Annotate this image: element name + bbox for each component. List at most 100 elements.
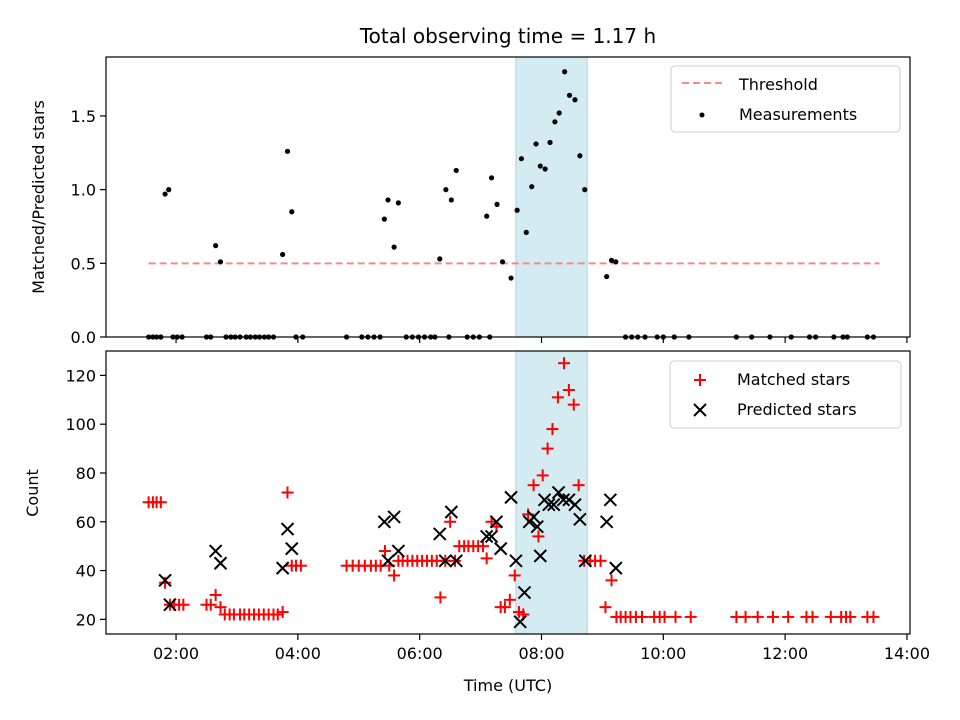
matched-star-point xyxy=(498,601,511,614)
top-legend-box xyxy=(670,65,901,133)
measurement-point xyxy=(213,243,219,249)
bottom-y-ticks: 20 40 60 80 100 120 xyxy=(65,366,106,629)
predicted-star-point xyxy=(493,541,508,556)
matched-star-point xyxy=(532,530,545,543)
predicted-star-point xyxy=(275,561,290,575)
x-tick-label: 02:00 xyxy=(153,644,199,663)
matched-star-point xyxy=(806,610,819,623)
predicted-star-point xyxy=(556,493,571,507)
top-legend: Threshold Measurements xyxy=(670,65,901,133)
predicted-star-point xyxy=(213,556,228,570)
measurements-legend-label: Measurements xyxy=(739,105,857,124)
predicted-star-point xyxy=(568,497,582,512)
matched-star-point xyxy=(294,559,307,572)
top-axes-frame xyxy=(105,56,911,338)
y-tick-label: 0.0 xyxy=(71,328,96,347)
predicted-star-point xyxy=(546,497,561,512)
matched-star-point xyxy=(480,552,493,565)
matched-star-point xyxy=(434,591,447,604)
predicted-star-point xyxy=(444,505,459,519)
predicted-star-point xyxy=(285,541,299,556)
top-panel: 0.0 0.5 1.0 1.5 Matched/Predicted stars Thr… xyxy=(29,56,911,347)
measurement-point xyxy=(552,119,558,125)
matched-star-point xyxy=(508,569,521,582)
measurement-point xyxy=(508,275,514,281)
measurement-point xyxy=(284,148,291,154)
measurement-point xyxy=(443,187,449,193)
bottom-panel: 20 40 60 80 100 120 02:00 04:00 06:00 08:00 10:00… xyxy=(23,350,930,695)
predicted-star-point xyxy=(509,554,523,568)
y-tick-label: 1.0 xyxy=(71,181,96,200)
x-tick-label: 08:00 xyxy=(518,644,564,663)
y-tick-label: 40 xyxy=(76,562,96,581)
x-tick-label: 12:00 xyxy=(762,644,808,663)
predicted-star-point xyxy=(526,510,541,524)
matched-star-point xyxy=(378,545,391,558)
predicted-star-point xyxy=(387,510,401,524)
x-tick-label: 14:00 xyxy=(884,644,930,663)
predicted-star-point xyxy=(513,615,527,629)
predicted-star-point xyxy=(551,485,566,500)
matched-star-point xyxy=(594,554,607,567)
matched-star-point xyxy=(782,610,795,623)
measurement-point xyxy=(381,216,387,222)
predicted-legend-swatch xyxy=(693,403,707,417)
measurement-point xyxy=(289,209,295,215)
predicted-star-point xyxy=(158,573,172,588)
y-tick-label: 80 xyxy=(76,464,96,483)
matched-star-point xyxy=(684,610,697,623)
measurement-point xyxy=(547,139,553,146)
y-tick-label: 0.5 xyxy=(71,254,96,273)
predicted-star-point xyxy=(381,554,395,568)
matched-star-point xyxy=(276,606,289,619)
predicted-star-point xyxy=(377,515,392,529)
y-tick-label: 120 xyxy=(65,366,96,385)
top-marks xyxy=(146,69,880,340)
bottom-axes-frame xyxy=(105,350,911,635)
measurement-point xyxy=(166,187,172,193)
matched-star-point xyxy=(605,574,618,587)
matched-star-point xyxy=(562,384,575,397)
measurement-point xyxy=(556,110,562,116)
predicted-star-point xyxy=(280,522,295,536)
predicted-star-point xyxy=(208,544,223,558)
chart-title: Total observing time = 1.17 h xyxy=(359,24,656,48)
measurements-legend-swatch xyxy=(699,112,705,118)
predicted-star-point xyxy=(603,493,618,507)
matched-legend-label: Matched stars xyxy=(737,370,850,389)
measurement-point xyxy=(453,167,459,174)
matched-star-point xyxy=(599,601,612,614)
measurement-point xyxy=(499,259,506,265)
top-y-axis-label: Matched/Predicted stars xyxy=(29,100,48,294)
matched-star-point xyxy=(527,479,540,492)
matched-star-point xyxy=(503,593,516,606)
matched-star-point xyxy=(281,486,294,499)
x-axis-label: Time (UTC) xyxy=(463,676,552,695)
top-x-ticks xyxy=(175,337,908,343)
x-tick-label: 04:00 xyxy=(275,644,321,663)
matched-star-point xyxy=(154,496,167,509)
measurement-point xyxy=(566,92,573,98)
measurement-point xyxy=(572,97,578,103)
measurement-point xyxy=(448,197,454,203)
measurement-point xyxy=(562,69,568,75)
predicted-star-point xyxy=(542,497,556,512)
matched-star-point xyxy=(558,357,571,370)
measurement-point xyxy=(514,207,520,213)
measurement-point xyxy=(533,141,539,147)
measurement-point xyxy=(613,259,619,265)
bottom-legend-box xyxy=(669,360,902,429)
bottom-y-axis-label: Count xyxy=(23,469,42,517)
matched-star-point xyxy=(636,610,648,623)
matched-star-point xyxy=(388,569,401,582)
matched-star-point xyxy=(739,610,752,623)
measurement-point xyxy=(577,153,583,159)
matched-star-point xyxy=(204,598,217,611)
predicted-star-point xyxy=(573,512,587,527)
bottom-legend: Matched stars Predicted stars xyxy=(669,360,902,429)
matched-star-point xyxy=(477,540,490,553)
predicted-star-point xyxy=(504,490,518,505)
measurement-point xyxy=(537,163,543,169)
measurement-point xyxy=(385,197,391,203)
matched-star-point xyxy=(541,442,554,455)
